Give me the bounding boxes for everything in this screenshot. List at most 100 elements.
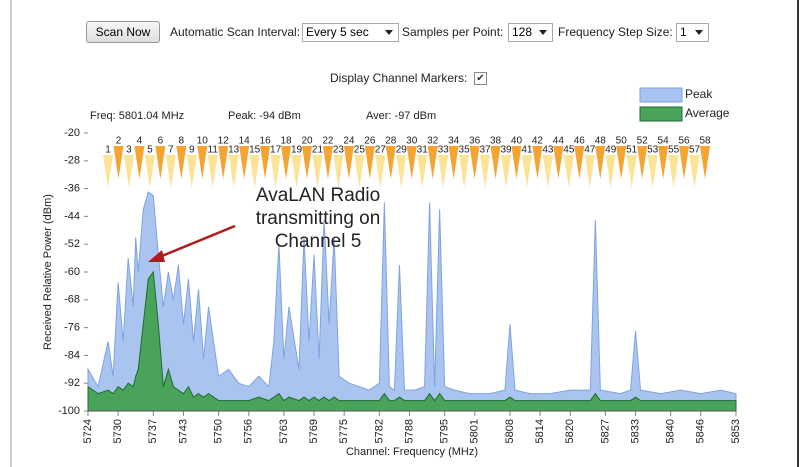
x-tick-label: 5846 [695, 419, 707, 443]
channel-marker [218, 146, 229, 179]
channel-marker [228, 155, 239, 188]
channel-marker [689, 155, 700, 188]
channel-marker [197, 146, 208, 179]
channel-marker [438, 155, 449, 188]
channel-label: 33 [438, 145, 450, 156]
x-tick-label: 5827 [599, 419, 611, 443]
channel-marker [469, 146, 480, 179]
channel-marker [239, 146, 250, 179]
channel-label: 6 [158, 136, 164, 147]
channel-marker [123, 155, 134, 188]
x-tick-label: 5763 [278, 419, 290, 443]
y-tick-label: -52 [64, 238, 80, 250]
channel-label: 22 [322, 136, 334, 147]
channel-label: 13 [228, 145, 240, 156]
channel-marker [563, 155, 574, 188]
channel-label: 57 [689, 145, 701, 156]
channel-marker [459, 155, 470, 188]
channel-label: 12 [218, 136, 230, 147]
step-select[interactable]: 1 [676, 23, 709, 42]
samples-select[interactable]: 128 [508, 23, 553, 42]
channel-label: 4 [137, 136, 143, 147]
channel-label: 21 [312, 145, 324, 156]
channel-marker [343, 146, 354, 179]
x-tick-label: 5808 [504, 419, 516, 443]
y-tick-label: -76 [64, 322, 80, 334]
channel-label: 19 [291, 145, 303, 156]
channel-marker [302, 146, 312, 179]
channel-marker [647, 155, 658, 188]
channel-label: 37 [479, 145, 491, 156]
channel-marker [207, 155, 218, 188]
channel-marker [103, 155, 113, 188]
channel-marker [668, 155, 679, 188]
channel-marker [155, 146, 166, 179]
channel-label: 9 [189, 145, 195, 156]
x-tick-label: 5840 [665, 419, 677, 443]
channel-label: 18 [280, 136, 292, 147]
channel-label: 44 [553, 136, 565, 147]
channel-marker [134, 146, 145, 179]
markers-label: Display Channel Markers: [330, 71, 468, 85]
interval-select[interactable]: Every 5 sec [302, 23, 399, 42]
channel-marker [354, 155, 365, 188]
y-tick-label: -20 [64, 127, 80, 139]
channel-marker [574, 146, 585, 179]
channel-label: 24 [343, 136, 355, 147]
annotation-arrowhead [148, 250, 165, 262]
channel-marker [637, 146, 648, 179]
y-tick-label: -92 [64, 377, 80, 389]
channel-label: 30 [406, 136, 418, 147]
x-tick-label: 5775 [338, 419, 350, 443]
channel-marker [396, 155, 407, 188]
y-tick-label: -60 [64, 266, 80, 278]
channel-label: 26 [364, 136, 376, 147]
channel-label: 42 [532, 136, 544, 147]
channel-label: 41 [521, 145, 533, 156]
channel-marker [291, 155, 302, 188]
channel-label: 31 [417, 145, 429, 156]
channel-label: 38 [490, 136, 502, 147]
channel-label: 27 [375, 145, 387, 156]
x-tick-label: 5801 [469, 419, 481, 443]
scan-button[interactable]: Scan Now [86, 21, 160, 43]
channel-label: 8 [179, 136, 185, 147]
channel-label: 36 [469, 136, 481, 147]
channel-marker [312, 155, 323, 188]
channel-label: 50 [616, 136, 628, 147]
series-area [87, 270, 737, 412]
channel-marker [144, 155, 155, 188]
channel-label: 40 [511, 136, 523, 147]
samples-label: Samples per Point: [402, 25, 504, 39]
channel-label: 20 [301, 136, 313, 147]
x-tick-label: 5750 [213, 419, 225, 443]
channel-marker [700, 146, 710, 179]
x-tick-label: 5737 [147, 419, 159, 443]
channel-marker [658, 146, 669, 179]
channel-label: 3 [126, 145, 132, 156]
info-aver: Aver: -97 dBm [366, 110, 436, 122]
channel-marker [480, 155, 491, 188]
x-tick-label: 5724 [82, 419, 94, 443]
channel-label: 1 [105, 145, 111, 156]
channel-label: 16 [260, 136, 272, 147]
channel-marker [322, 146, 333, 179]
y-axis-label: Received Relative Power (dBm) [42, 194, 54, 350]
markers-checkbox[interactable]: ✔ [474, 72, 487, 85]
channel-label: 35 [459, 145, 471, 156]
y-tick-label: -68 [64, 294, 80, 306]
channel-label: 39 [500, 145, 512, 156]
channel-marker [448, 146, 459, 179]
y-tick-label: -44 [64, 210, 80, 222]
channel-label: 29 [396, 145, 408, 156]
channel-label: 56 [678, 136, 690, 147]
channel-label: 49 [605, 145, 617, 156]
channel-marker [553, 146, 564, 179]
info-freq: Freq: 5801.04 MHz [90, 110, 184, 122]
channel-marker [375, 155, 386, 188]
channel-marker [406, 146, 417, 179]
channel-marker [605, 155, 616, 188]
channel-marker [616, 146, 627, 179]
